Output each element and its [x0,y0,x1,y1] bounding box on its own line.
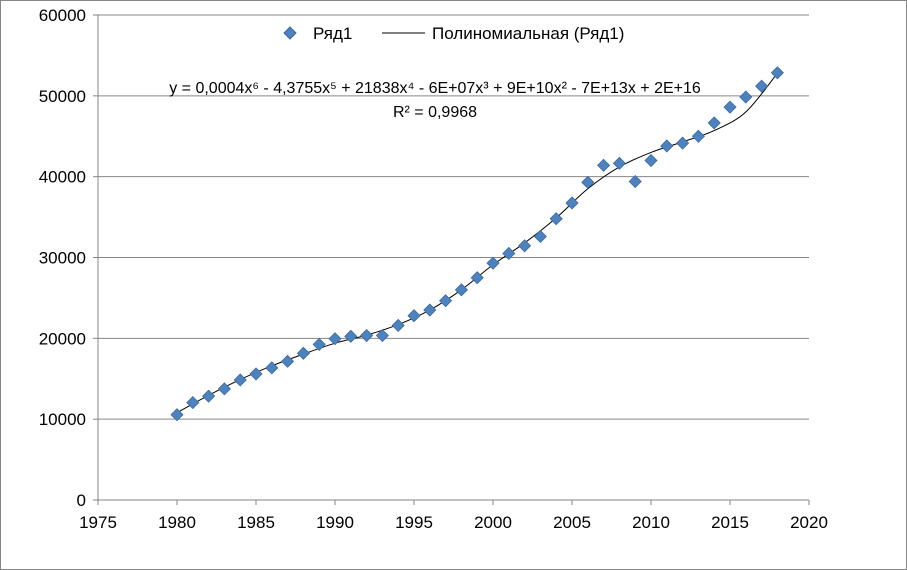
data-point [549,212,563,226]
legend: Ряд1 Полиномиальная (Ряд1) [283,24,624,43]
x-tick-label: 2010 [632,513,670,532]
legend-label-series1: Ряд1 [313,24,352,43]
data-point [628,174,642,189]
trendline-path [176,72,778,414]
data-point [202,389,216,403]
y-tick-label: 10000 [39,410,86,429]
data-point [518,239,532,253]
data-point [770,66,784,80]
data-point [265,361,279,375]
data-point [249,367,263,381]
x-tick-label: 2015 [711,513,749,532]
data-point [391,318,405,332]
x-tick-label: 2000 [474,513,512,532]
data-point [344,329,358,343]
data-point [439,294,453,308]
data-point [707,116,721,130]
x-tick-label: 1975 [79,513,117,532]
trendline-equation: y = 0,0004x⁶ - 4,3755x⁵ + 21838x⁴ - 6E+0… [169,80,701,97]
trendline-r-squared: R² = 0,9968 [393,104,477,121]
y-tick-label: 30000 [39,249,86,268]
x-tick-label: 2020 [790,513,828,532]
data-point [170,408,184,422]
data-point [644,153,658,168]
data-point [423,303,437,317]
data-point [502,246,516,261]
data-point [407,309,421,323]
y-tick-label: 40000 [39,168,86,187]
x-tick-label: 1985 [237,513,275,532]
data-point [565,196,579,210]
data-point [676,136,690,150]
data-point [186,396,200,410]
data-point [581,175,595,189]
data-point [486,256,500,270]
data-point [755,79,769,93]
data-point [281,354,295,368]
data-point [533,229,547,244]
legend-marker-series1 [283,26,297,40]
data-point [296,346,310,360]
tick-labels: 0 10000 20000 30000 40000 50000 60000 1975 1980 1… [39,6,828,532]
x-tick-label: 2005 [553,513,591,532]
data-point [454,283,468,297]
data-point [217,382,231,396]
data-point [723,100,737,114]
trendline-layer [176,72,778,414]
data-point [691,129,705,143]
data-point [739,90,753,104]
data-points [170,66,784,422]
y-tick-label: 20000 [39,329,86,348]
y-tick-label: 0 [77,491,86,510]
axes [93,14,810,505]
x-tick-label: 1990 [316,513,354,532]
x-tick-label: 1995 [395,513,433,532]
data-point [660,139,674,153]
y-tick-label: 50000 [39,87,86,106]
data-point [597,158,611,172]
data-point [375,328,389,343]
data-point [360,328,374,343]
data-point [233,373,247,387]
data-point [328,332,342,346]
gridlines [98,14,809,420]
data-point [312,337,326,351]
data-point [612,156,626,170]
data-point [470,271,484,285]
legend-label-trendline: Полиномиальная (Ряд1) [432,24,624,43]
y-tick-label: 60000 [39,6,86,25]
x-tick-label: 1980 [158,513,196,532]
